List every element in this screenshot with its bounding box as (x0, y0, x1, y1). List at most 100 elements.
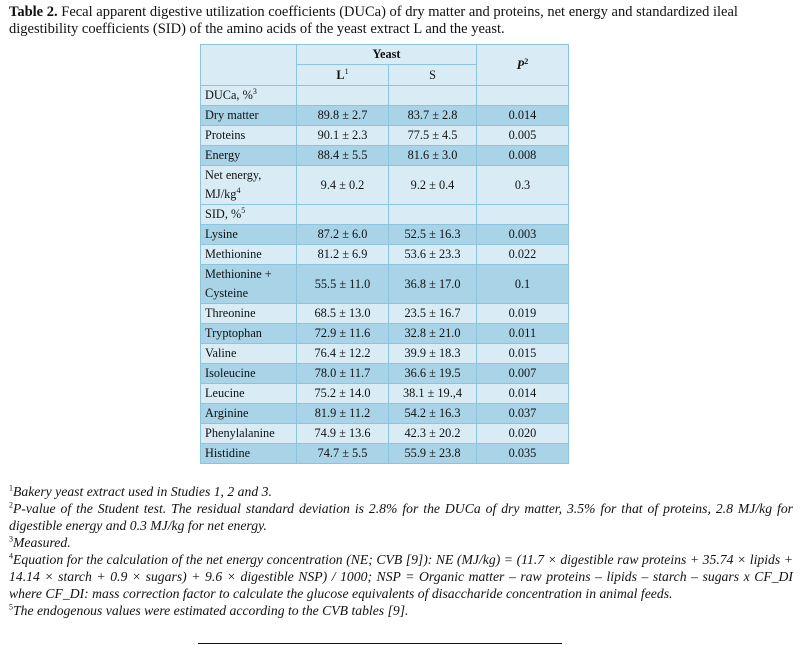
section-empty-cell (388, 85, 477, 106)
table-row: Arginine 81.9 ± 11.2 54.2 ± 16.3 0.037 (200, 403, 569, 424)
value-l: 68.5 ± 13.0 (296, 303, 389, 324)
table-row: Isoleucine 78.0 ± 11.7 36.6 ± 19.5 0.007 (200, 363, 569, 384)
row-label-text: Leucine (205, 386, 245, 400)
data-table-body: Yeast P2 L1 S DUCa, %3 Dry matter 89.8 ± 2… (200, 44, 569, 464)
footnote-mark: 4 (9, 551, 13, 561)
value-s: 77.5 ± 4.5 (388, 125, 477, 146)
row-label: Tryptophan (200, 323, 297, 344)
section-empty-cell (388, 204, 477, 225)
value-s: 9.2 ± 0.4 (388, 165, 477, 205)
value-s: 52.5 ± 16.3 (388, 224, 477, 245)
data-table: Yeast P2 L1 S DUCa, %3 Dry matter 89.8 ± 2… (200, 44, 569, 464)
table-row: Methionine + Cysteine 55.5 ± 11.0 36.8 ± 1… (200, 264, 569, 304)
footnote: 5The endogenous values were estimated ac… (9, 602, 793, 619)
value-s: 53.6 ± 23.3 (388, 244, 477, 265)
footnote: 3Measured. (9, 534, 793, 551)
value-l: 74.7 ± 5.5 (296, 443, 389, 464)
header-l-text: L (336, 67, 345, 82)
footnote-text: Measured. (13, 535, 71, 550)
header-p: P2 (476, 44, 569, 86)
row-label: Histidine (200, 443, 297, 464)
row-label: Net energy, MJ/kg4 (200, 165, 297, 205)
table-caption-text: Fecal apparent digestive utilization coe… (9, 4, 738, 37)
value-l: 55.5 ± 11.0 (296, 264, 389, 304)
section-label-text: DUCa, % (205, 88, 253, 102)
value-l: 72.9 ± 11.6 (296, 323, 389, 344)
table-row: Proteins 90.1 ± 2.3 77.5 ± 4.5 0.005 (200, 125, 569, 146)
row-label-text: Net energy, MJ/kg (205, 168, 262, 201)
value-l: 89.8 ± 2.7 (296, 105, 389, 126)
row-label-text: Lysine (205, 227, 238, 241)
bottom-rule (198, 643, 562, 644)
table-row: Tryptophan 72.9 ± 11.6 32.8 ± 21.0 0.011 (200, 323, 569, 344)
value-p: 0.008 (476, 145, 569, 166)
footnote-mark: 2 (9, 500, 13, 510)
row-label-text: Isoleucine (205, 366, 256, 380)
header-s: S (388, 64, 477, 86)
section-empty-cell (296, 204, 389, 225)
header-row-cols: L1 S (201, 64, 569, 86)
row-label: Methionine (200, 244, 297, 265)
row-label: Phenylalanine (200, 423, 297, 444)
row-label-text: Proteins (205, 128, 246, 142)
row-label-text: Arginine (205, 406, 249, 420)
row-label: Dry matter (200, 105, 297, 126)
value-p: 0.037 (476, 403, 569, 424)
value-p: 0.019 (476, 303, 569, 324)
value-l: 87.2 ± 6.0 (296, 224, 389, 245)
value-s: 39.9 ± 18.3 (388, 343, 477, 364)
value-p: 0.022 (476, 244, 569, 265)
value-s: 23.5 ± 16.7 (388, 303, 477, 324)
section-empty-cell (476, 85, 569, 106)
section-label-text: SID, % (205, 207, 242, 221)
row-label-text: Valine (205, 346, 237, 360)
value-s: 36.6 ± 19.5 (388, 363, 477, 384)
value-p: 0.035 (476, 443, 569, 464)
value-p: 0.3 (476, 165, 569, 205)
section-row: DUCa, %3 (200, 85, 569, 106)
table-row: Energy 88.4 ± 5.5 81.6 ± 3.0 0.008 (200, 145, 569, 166)
row-label-text: Histidine (205, 446, 251, 460)
header-l-sup: 1 (344, 66, 349, 76)
row-label-text: Phenylalanine (205, 426, 275, 440)
value-l: 9.4 ± 0.2 (296, 165, 389, 205)
footnote-text: Equation for the calculation of the net … (9, 552, 793, 601)
footnotes: 1Bakery yeast extract used in Studies 1,… (9, 483, 793, 619)
value-p: 0.007 (476, 363, 569, 384)
row-label-text: Methionine + Cysteine (205, 267, 272, 300)
header-p-sup: 2 (524, 56, 529, 66)
value-l: 75.2 ± 14.0 (296, 383, 389, 404)
value-p: 0.003 (476, 224, 569, 245)
value-l: 74.9 ± 13.6 (296, 423, 389, 444)
value-p: 0.020 (476, 423, 569, 444)
table-row: Methionine 81.2 ± 6.9 53.6 ± 23.3 0.022 (200, 244, 569, 265)
row-label: Leucine (200, 383, 297, 404)
table-row: Threonine 68.5 ± 13.0 23.5 ± 16.7 0.019 (200, 303, 569, 324)
table-row: Dry matter 89.8 ± 2.7 83.7 ± 2.8 0.014 (200, 105, 569, 126)
value-l: 81.9 ± 11.2 (296, 403, 389, 424)
row-label: Methionine + Cysteine (200, 264, 297, 304)
value-p: 0.014 (476, 105, 569, 126)
section-empty-cell (296, 85, 389, 106)
value-s: 42.3 ± 20.2 (388, 423, 477, 444)
value-l: 88.4 ± 5.5 (296, 145, 389, 166)
header-yeast-text: Yeast (372, 47, 401, 61)
footnote-text: Bakery yeast extract used in Studies 1, … (13, 484, 272, 499)
row-label: Isoleucine (200, 363, 297, 384)
header-yeast: Yeast (296, 44, 477, 65)
value-s: 54.2 ± 16.3 (388, 403, 477, 424)
footnote-mark: 3 (9, 534, 13, 544)
section-row: SID, %5 (200, 204, 569, 225)
row-label-text: Methionine (205, 247, 262, 261)
value-p: 0.005 (476, 125, 569, 146)
value-s: 32.8 ± 21.0 (388, 323, 477, 344)
value-l: 76.4 ± 12.2 (296, 343, 389, 364)
row-label: Proteins (200, 125, 297, 146)
table-row: Leucine 75.2 ± 14.0 38.1 ± 19.,4 0.014 (200, 383, 569, 404)
header-s-text: S (429, 67, 436, 82)
row-label-text: Threonine (205, 306, 256, 320)
row-label: Arginine (200, 403, 297, 424)
table-caption: Table 2. Fecal apparent digestive utiliz… (9, 4, 793, 38)
value-s: 55.9 ± 23.8 (388, 443, 477, 464)
value-s: 38.1 ± 19.,4 (388, 383, 477, 404)
